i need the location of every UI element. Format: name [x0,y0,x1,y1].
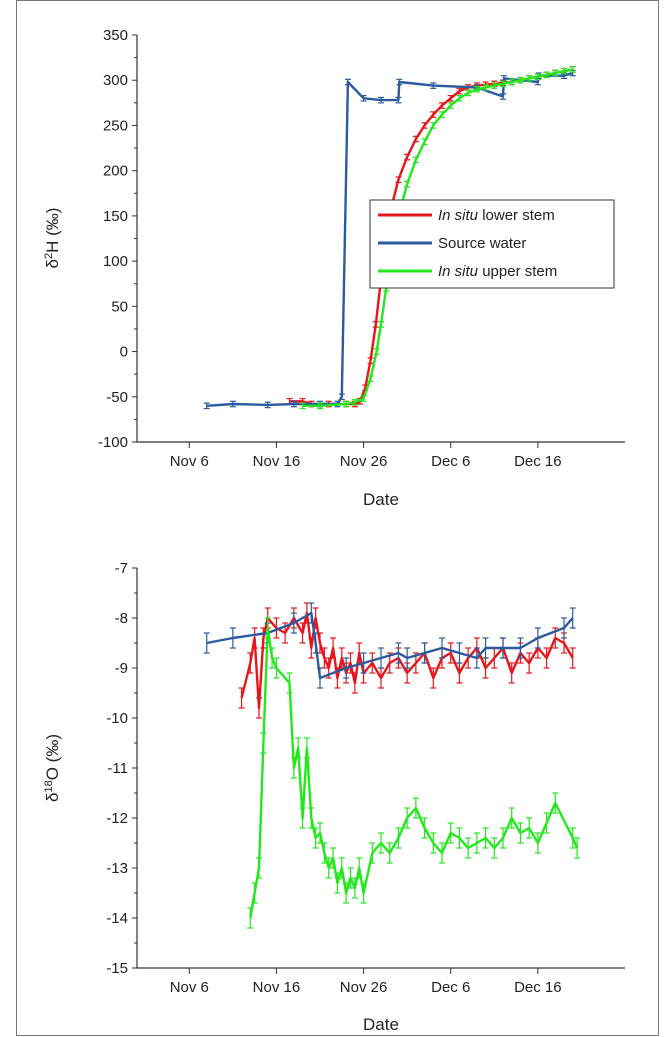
legend-label-source-water: Source water [438,235,526,252]
legend-label-lower-stem: In situ lower stem [438,207,555,224]
legend: In situ lower stem Source water In situ … [369,199,615,289]
x-tick-label: Dec 16 [514,453,562,470]
x-tick-label: Nov 6 [170,453,209,470]
y-tick-label: 150 [103,208,128,225]
figure-frame [16,0,659,1036]
y-tick-label: 350 [103,27,128,44]
x-tick-label: Dec 6 [431,453,470,470]
x-axis-title: Date [363,490,399,509]
y-tick-label: 250 [103,117,128,134]
y-tick-label: 200 [103,163,128,180]
y-axis-title: δ2H (‰) [43,208,62,269]
legend-label-upper-stem: In situ upper stem [438,263,557,280]
y-tick-label: -100 [98,434,128,451]
y-tick-label: 50 [111,298,128,315]
y-tick-label: 300 [103,72,128,89]
y-ticks: -100 -50 0 50 100 150 200 250 300 350 [98,27,137,451]
series-group [203,66,576,410]
chart-d2h: Nov 6 Nov 16 Nov 26 Dec 6 Dec 16 -100 -50 0 50 1… [43,27,625,509]
x-ticks: Nov 6 Nov 16 Nov 26 Dec 6 Dec 16 [170,442,562,470]
y-tick-label: 100 [103,253,128,270]
y-tick-label: -50 [106,389,128,406]
y-tick-label: 0 [120,344,128,361]
series-line-1 [206,71,574,407]
x-tick-label: Nov 26 [340,453,388,470]
x-tick-label: Nov 16 [253,453,301,470]
